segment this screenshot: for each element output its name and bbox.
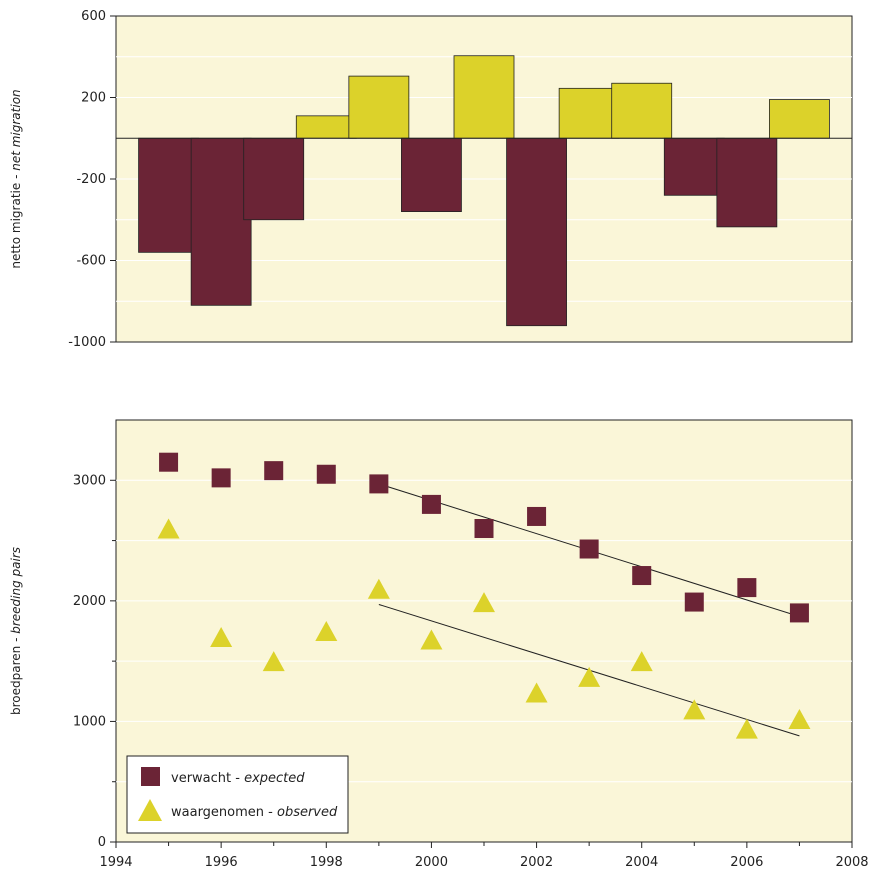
observed-point-2007 — [788, 709, 811, 730]
top-y-tick-label: -1000 — [68, 335, 106, 350]
bottom-x-tick-label: 1998 — [310, 855, 343, 870]
expected-point-2006 — [737, 578, 757, 598]
bar-2003 — [558, 87, 620, 139]
top-y-tick-label: 600 — [81, 9, 106, 24]
top-y-tick-label: 200 — [81, 91, 106, 106]
observed-point-1996 — [210, 627, 233, 648]
bottom-x-tick-label: 1994 — [99, 855, 132, 870]
observed-point-1995 — [157, 518, 180, 539]
expected-point-1996 — [211, 468, 231, 488]
observed-point-2002 — [525, 682, 548, 703]
bottom-y-axis-label-main: broedparen - — [9, 634, 23, 715]
bar-1999 — [348, 75, 410, 139]
top-y-axis-label-italic: net migration — [9, 89, 23, 170]
observed-point-2003 — [578, 666, 601, 687]
bottom-y-tick-label: 1000 — [73, 714, 106, 729]
bottom-x-tick-label: 2000 — [415, 855, 448, 870]
bottom-x-tick-label: 2002 — [520, 855, 553, 870]
bottom-y-axis-label-italic: breeding pairs — [9, 547, 23, 634]
legend-square-marker — [141, 767, 160, 786]
top-y-axis-label: netto migratie - net migration — [9, 89, 23, 268]
observed-point-1999 — [367, 578, 390, 599]
bar-2001 — [453, 55, 515, 139]
legend-label-observed-main: waargenomen - — [171, 805, 277, 820]
bar-1997 — [243, 137, 305, 221]
bar-2004 — [611, 82, 673, 139]
bottom-y-tick-label: 2000 — [73, 594, 106, 609]
legend-label-expected-main: verwacht - — [171, 771, 244, 786]
expected-point-1997 — [264, 461, 284, 481]
bar-2000 — [401, 137, 462, 212]
bottom-x-tick-label: 1996 — [205, 855, 238, 870]
bottom-x-tick-label: 2006 — [730, 855, 763, 870]
expected-point-2000 — [421, 494, 441, 514]
legend-label-observed: waargenomen - observed — [171, 805, 338, 820]
bottom-y-tick-label: 0 — [98, 835, 106, 850]
legend: verwacht - expected waargenomen - observ… — [126, 755, 349, 834]
top-y-ticks: 600 200 -200 -600 -1000 — [68, 9, 116, 350]
bottom-y-ticks: 0 1000 2000 3000 — [73, 473, 116, 850]
bottom-x-tick-label: 2008 — [835, 855, 868, 870]
observed-point-2000 — [420, 629, 443, 650]
legend-box — [126, 755, 349, 834]
bottom-x-tick-label: 2004 — [625, 855, 658, 870]
bottom-x-ticks: 1994 1996 1998 2000 2002 2004 2006 2008 — [99, 842, 869, 870]
expected-point-1999 — [369, 474, 389, 494]
expected-point-1995 — [159, 452, 179, 472]
expected-point-2001 — [474, 519, 494, 539]
expected-point-2004 — [632, 566, 652, 586]
bar-2002 — [506, 137, 567, 327]
top-y-tick-label: -200 — [76, 172, 106, 187]
legend-triangle-marker — [138, 799, 162, 821]
bar-1995 — [138, 137, 199, 253]
breeding-pairs-chart: 0 1000 2000 3000 1994 1996 1998 2000 2002 2004 20… — [9, 419, 869, 870]
expected-point-2003 — [579, 539, 599, 559]
observed-point-1997 — [262, 651, 285, 672]
net-migration-chart: 600 200 -200 -600 -1000 netto migratie - net… — [9, 9, 853, 350]
bar-1998 — [295, 115, 357, 139]
expected-point-1998 — [316, 464, 336, 484]
expected-point-2005 — [684, 592, 704, 612]
expected-point-2007 — [789, 603, 809, 623]
observed-point-1998 — [315, 621, 338, 641]
bar-2007 — [769, 99, 830, 139]
bar-2005 — [663, 137, 725, 196]
bottom-y-tick-label: 3000 — [73, 473, 106, 488]
bar-2006 — [716, 137, 778, 228]
observed-point-2004 — [630, 651, 653, 672]
bar-1996 — [190, 137, 252, 306]
top-y-axis-label-main: netto migratie - — [9, 171, 23, 269]
legend-label-expected-italic: expected — [244, 771, 305, 786]
expected-point-2002 — [527, 506, 547, 526]
observed-point-2006 — [735, 718, 758, 739]
observed-point-2001 — [473, 592, 495, 613]
scatter-points — [157, 452, 811, 739]
observed-point-2005 — [683, 699, 706, 720]
bottom-y-axis-label: broedparen - breeding pairs — [9, 547, 23, 715]
legend-label-expected: verwacht - expected — [171, 771, 305, 786]
legend-label-observed-italic: observed — [277, 805, 338, 820]
top-y-tick-label: -600 — [76, 254, 106, 269]
